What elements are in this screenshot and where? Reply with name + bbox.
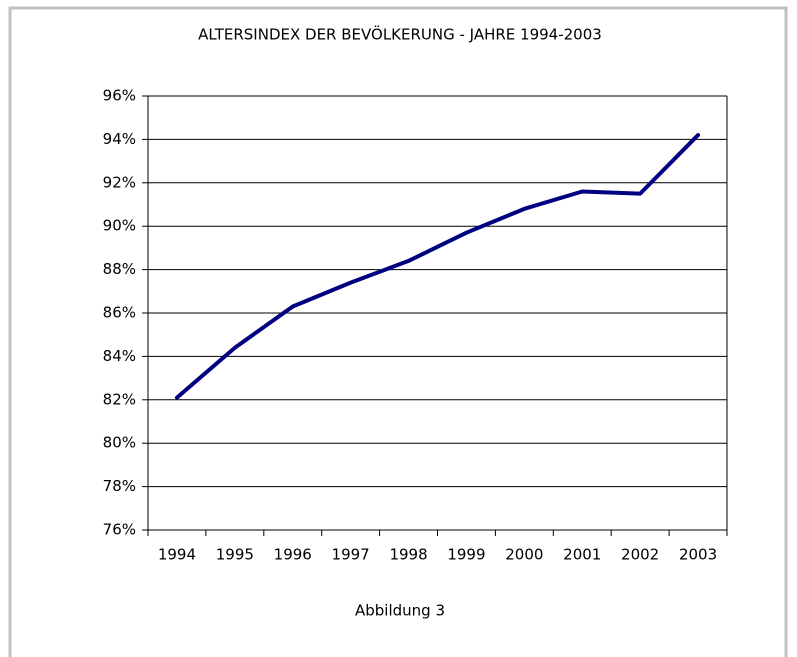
- y-tick-label: 96%: [103, 87, 136, 105]
- data-line: [174, 133, 701, 400]
- caption: Abbildung 3: [355, 602, 445, 620]
- y-tick-label: 82%: [103, 390, 136, 408]
- y-tick-label: 86%: [103, 304, 136, 322]
- y-tick-label: 94%: [103, 130, 136, 148]
- x-tick-label: 1996: [274, 546, 312, 564]
- y-tick-label: 78%: [103, 477, 136, 495]
- x-tick-label: 2003: [679, 546, 717, 564]
- y-tick-label: 88%: [103, 260, 136, 278]
- frame: [8, 6, 788, 657]
- x-tick-label: 2000: [505, 546, 543, 564]
- x-tick-label: 2001: [563, 546, 601, 564]
- x-tick-label: 2002: [621, 546, 659, 564]
- y-tick-label: 76%: [103, 521, 136, 539]
- x-tick-label: 1997: [332, 546, 370, 564]
- x-tick-label: 1999: [447, 546, 485, 564]
- chart-title: ALTERSINDEX DER BEVÖLKERUNG - JAHRE 1994…: [198, 25, 602, 44]
- x-tick-label: 1995: [216, 546, 254, 564]
- y-tick-label: 90%: [103, 217, 136, 235]
- y-tick-label: 80%: [103, 434, 136, 452]
- x-tick-label: 1998: [389, 546, 427, 564]
- y-tick-label: 84%: [103, 347, 136, 365]
- x-tick-label: 1994: [158, 546, 196, 564]
- y-tick-label: 92%: [103, 173, 136, 191]
